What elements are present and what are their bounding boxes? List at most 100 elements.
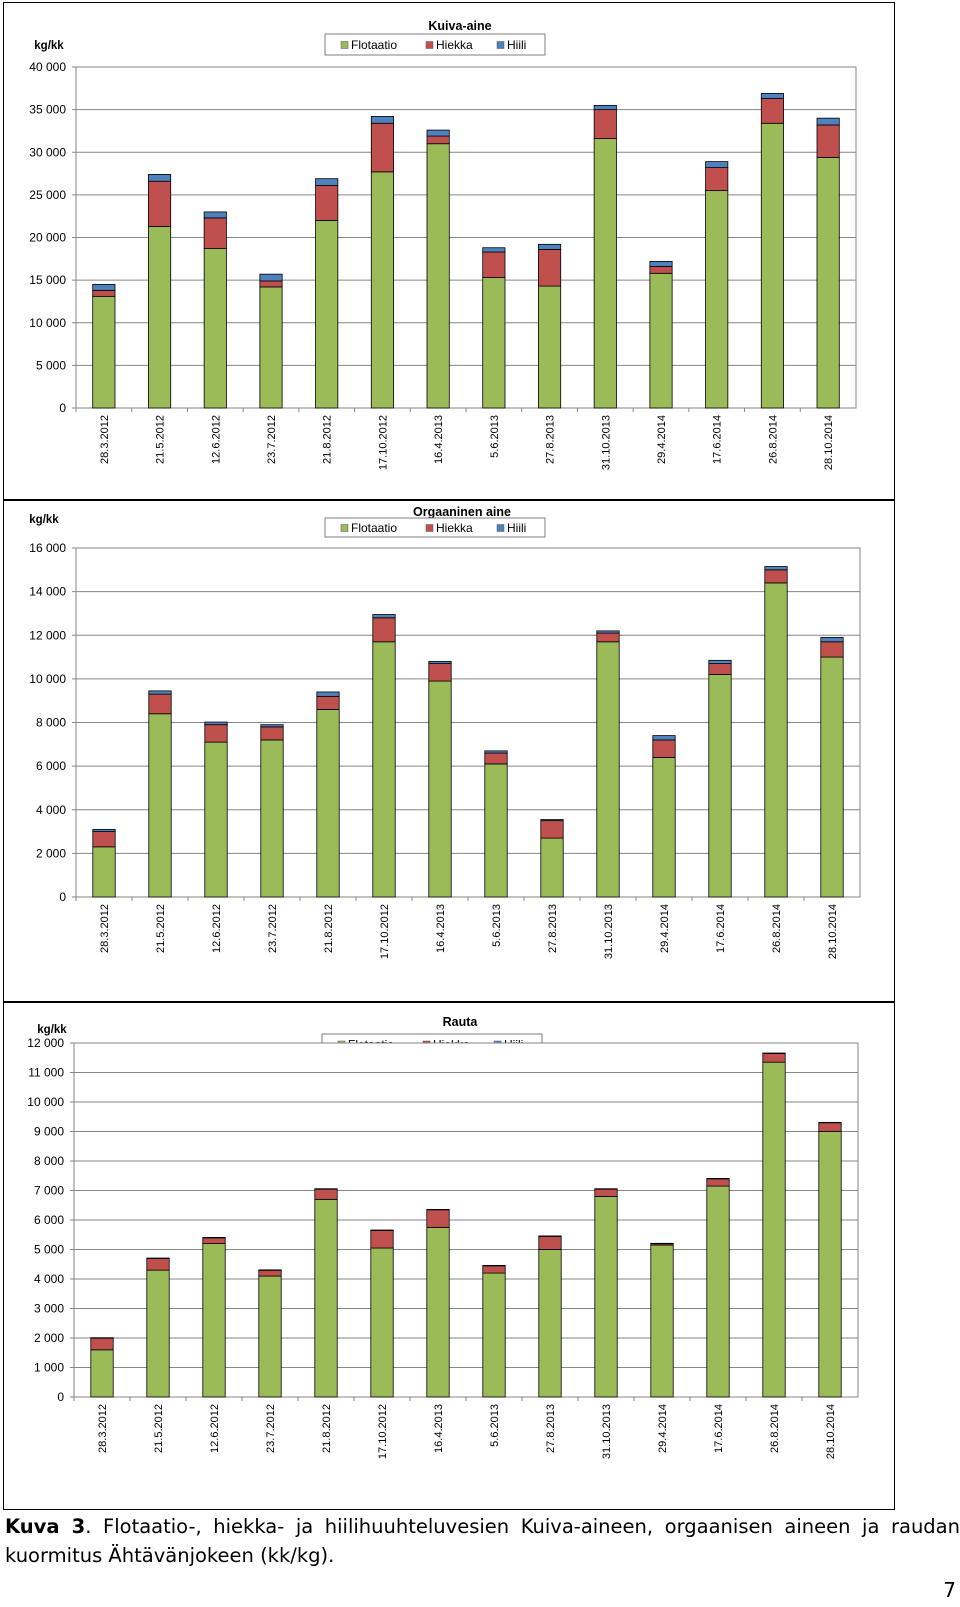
bar-hiekka [538,1235,562,1250]
bar-flotaatio [148,226,172,409]
bar-hiekka [372,617,396,643]
x-tick-label: 12.6.2012 [211,904,223,953]
bar-hiili [426,129,450,137]
y-tick-label: 11 000 [28,1066,64,1080]
y-tick-label: 15 000 [29,273,66,287]
bar-flotaatio [650,1244,674,1398]
y-tick-label: 7 000 [34,1184,64,1198]
bar-hiekka [816,124,840,158]
bar-flotaatio [92,295,116,409]
y-tick-label: 30 000 [29,145,66,159]
bar-hiekka [649,266,673,274]
x-tick-label: 21.5.2012 [155,415,167,464]
x-tick-label: 28.10.2014 [823,415,835,470]
bar-hiekka [596,632,620,643]
bar-flotaatio [538,285,562,409]
figure-caption: Kuva 3. Flotaatio-, hiekka- ja hiilihuuh… [5,1512,960,1570]
page-number: 7 [943,1578,956,1602]
bar-hiili [594,1188,618,1190]
bar-hiili [705,161,729,168]
bar-flotaatio [426,1226,450,1398]
bar-flotaatio [820,656,844,898]
chart-orgaaninen-aine: Orgaaninen aine kg/kk Flotaatio Hiekka Hiili… [3,500,895,1002]
x-tick-label: 16.4.2013 [435,904,447,953]
x-tick-label: 21.8.2012 [323,904,335,953]
y-tick-label: 9 000 [34,1125,64,1139]
bar-flotaatio [258,1275,282,1398]
bar-hiili [92,283,116,291]
chart-orgaaninen-aine-svg: Orgaaninen aine kg/kk Flotaatio Hiekka Hiili… [29,505,861,959]
y-tick-label: 35 000 [29,103,66,117]
y-tick-label: 1 000 [34,1361,64,1375]
y-tick-label: 14 000 [29,585,66,599]
x-tick-label: 27.8.2013 [545,415,557,464]
x-tick-label: 27.8.2013 [545,1404,557,1453]
bar-flotaatio [315,220,339,409]
x-tick-label: 17.6.2014 [712,415,724,464]
x-tick-label: 17.10.2012 [379,904,391,959]
y-tick-label: 10 000 [27,1095,64,1109]
bar-hiili [593,104,617,111]
bar-hiili [426,1208,450,1211]
y-tick-label: 12 000 [29,628,66,642]
legend-box [324,517,546,538]
bar-hiekka [92,831,116,848]
bar-hiekka [762,1052,786,1063]
bar-hiili [764,566,788,571]
bar-flotaatio [652,756,676,898]
bar-flotaatio [92,846,116,898]
y-axis-label: kg/kk [29,514,59,526]
legend-label-flotaatio: Flotaatio [351,38,397,52]
y-tick-label: 8 000 [36,716,66,730]
x-tick-label: 23.7.2012 [265,1404,277,1453]
caption-text: . Flotaatio-, hiekka- ja hiilihuuhteluve… [5,1515,960,1567]
bar-flotaatio [428,680,452,898]
bar-hiekka [426,1209,450,1228]
bar-flotaatio [538,1249,562,1398]
bar-flotaatio [203,248,227,409]
bar-hiili [315,178,339,186]
bar-flotaatio [314,1198,338,1398]
x-tick-label: 29.4.2014 [656,415,668,464]
bar-hiili [708,659,732,665]
bar-hiekka [90,1337,114,1351]
bar-hiekka [314,1188,338,1200]
bar-hiili [649,260,673,267]
x-tick-label: 17.6.2014 [713,1404,725,1453]
bar-hiili [372,614,396,619]
y-tick-label: 16 000 [29,541,66,555]
bar-hiekka [484,752,508,765]
y-tick-label: 5 000 [34,1243,64,1257]
bar-hiili [258,1269,282,1271]
bar-hiekka [203,217,227,249]
x-tick-label: 17.6.2014 [715,904,727,953]
y-tick-label: 40 000 [29,60,66,74]
x-tick-label: 5.6.2013 [491,904,503,947]
bar-flotaatio [593,138,617,409]
x-tick-label: 27.8.2013 [547,904,559,953]
bar-flotaatio [596,641,620,898]
x-tick-label: 29.4.2014 [657,1404,669,1453]
chart-kuiva-aine: Kuiva-aine kg/kk Flotaatio Hiekka Hiili 0 5 00… [3,2,895,500]
bar-flotaatio [370,171,394,409]
bar-hiekka [148,693,172,715]
x-tick-label: 26.8.2014 [769,1404,781,1453]
bar-hiekka [818,1122,842,1132]
bar-flotaatio [146,1269,170,1398]
legend-box [324,33,546,56]
bar-hiili [818,1121,842,1124]
chart-title: Orgaaninen aine [413,505,511,519]
y-tick-label: 2 000 [36,846,66,860]
x-tick-label: 29.4.2014 [659,904,671,953]
legend-label-hiili: Hiili [507,38,526,52]
bar-hiekka [708,663,732,675]
bar-hiekka [315,185,339,221]
x-tick-label: 31.10.2013 [603,904,615,959]
bar-hiekka [146,1257,170,1271]
bar-hiekka [370,1229,394,1249]
x-tick-label: 17.10.2012 [377,415,389,470]
bar-hiili [482,247,506,253]
bar-hiili [204,721,228,726]
bar-hiili [596,630,620,634]
